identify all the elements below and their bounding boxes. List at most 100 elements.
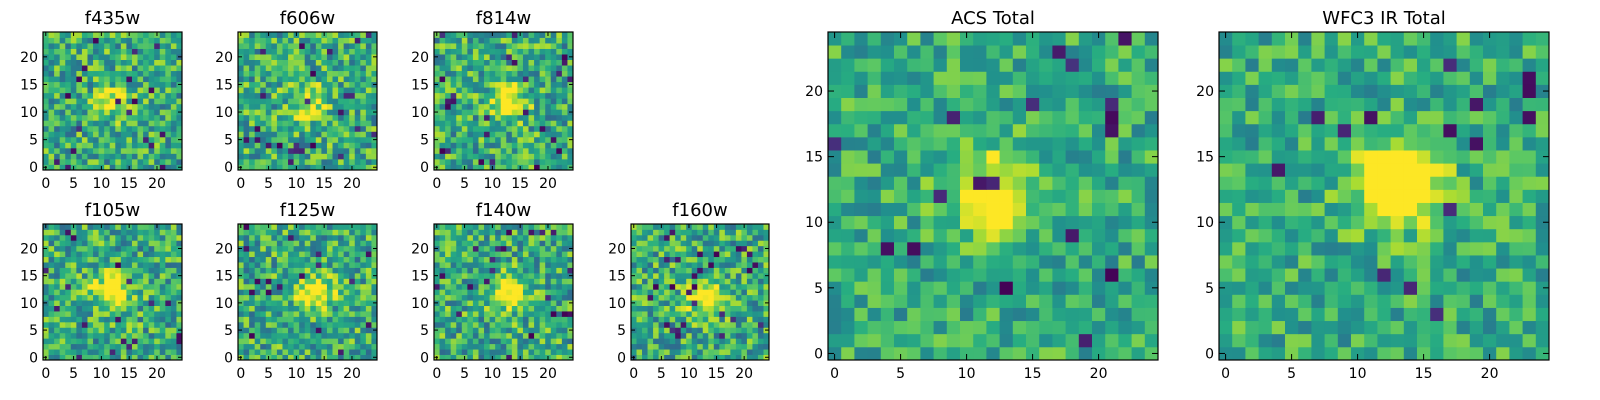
heatmap-cell xyxy=(288,256,294,263)
heatmap-cell xyxy=(170,224,177,230)
heatmap-cell xyxy=(265,142,272,149)
heatmap-cell xyxy=(456,349,463,355)
heatmap-cell xyxy=(260,136,267,143)
heatmap-cell xyxy=(1144,320,1159,335)
heatmap-cell xyxy=(550,234,557,241)
heatmap-cell xyxy=(365,349,372,355)
heatmap-cell xyxy=(304,338,311,345)
heatmap-cell xyxy=(343,343,350,350)
heatmap-cell xyxy=(371,305,378,312)
heatmap-cell xyxy=(511,321,518,328)
heatmap-cell xyxy=(109,54,116,60)
heatmap-cell xyxy=(445,272,452,279)
heatmap-cell xyxy=(299,109,306,116)
heatmap-cell xyxy=(445,59,452,66)
heatmap-cell xyxy=(98,81,105,88)
heatmap-cell xyxy=(434,48,440,55)
heatmap-cell xyxy=(960,215,974,230)
heatmap-cell xyxy=(545,65,552,72)
heatmap-cell xyxy=(276,164,283,171)
heatmap-cell xyxy=(338,109,345,116)
heatmap-cell xyxy=(472,234,479,241)
heatmap-cell xyxy=(293,131,300,138)
heatmap-cell xyxy=(315,76,322,83)
heatmap-cell xyxy=(467,224,474,230)
heatmap-cell xyxy=(467,125,474,132)
heatmap-cell xyxy=(495,327,502,334)
heatmap-cell xyxy=(349,48,356,55)
heatmap-cell xyxy=(120,164,127,171)
heatmap-cell xyxy=(445,147,452,154)
heatmap-cell xyxy=(539,87,546,94)
heatmap-cell xyxy=(642,327,648,334)
heatmap-cell xyxy=(550,120,557,127)
heatmap-cell xyxy=(276,316,283,323)
heatmap-cell xyxy=(472,354,479,361)
heatmap-cell xyxy=(561,54,568,60)
heatmap-cell xyxy=(691,321,698,328)
heatmap-cell xyxy=(87,92,94,99)
heatmap-cell xyxy=(76,109,83,116)
heatmap-cell xyxy=(98,136,105,143)
heatmap-cell xyxy=(159,224,166,230)
heatmap-cell xyxy=(76,262,83,268)
heatmap-cell xyxy=(439,125,446,132)
heatmap-cell xyxy=(288,125,294,132)
heatmap-cell xyxy=(854,307,868,322)
heatmap-cell xyxy=(495,321,502,328)
heatmap-cell xyxy=(960,150,974,164)
heatmap-cell xyxy=(154,70,161,77)
heatmap-cell xyxy=(254,136,261,143)
heatmap-cell xyxy=(528,262,535,268)
heatmap-cell xyxy=(708,300,715,306)
heatmap-cell xyxy=(98,338,105,345)
heatmap-cell xyxy=(326,43,333,49)
heatmap-cell xyxy=(828,228,842,243)
heatmap-cell xyxy=(680,278,687,285)
heatmap-cell xyxy=(719,278,726,285)
heatmap-cell xyxy=(154,103,161,110)
heatmap-cell xyxy=(238,349,244,355)
heatmap-cell xyxy=(131,256,138,263)
heatmap-cell xyxy=(143,229,150,236)
heatmap-cell xyxy=(371,349,378,355)
heatmap-cell xyxy=(1039,255,1053,269)
heatmap-cell xyxy=(746,289,753,296)
heatmap-cell xyxy=(304,300,311,306)
heatmap-cell xyxy=(310,48,317,55)
heatmap-cell xyxy=(315,48,322,55)
heatmap-cell xyxy=(293,103,300,110)
heatmap-cell xyxy=(70,289,77,296)
heatmap-cell xyxy=(506,229,513,236)
heatmap-cell xyxy=(165,153,172,160)
heatmap-cell xyxy=(467,158,474,165)
heatmap-cell xyxy=(450,142,457,149)
heatmap-cell xyxy=(371,267,378,274)
heatmap-cell xyxy=(439,272,446,279)
y-tick-label: 20 xyxy=(411,241,429,257)
heatmap-cell xyxy=(708,278,715,285)
heatmap-cell xyxy=(484,224,490,230)
heatmap-cell xyxy=(561,70,568,77)
heatmap-cell xyxy=(528,131,535,138)
heatmap-cell xyxy=(495,81,502,88)
heatmap-cell xyxy=(170,251,177,258)
heatmap-cell xyxy=(282,114,289,121)
heatmap-cell xyxy=(87,354,94,361)
heatmap-cell xyxy=(741,300,748,306)
heatmap-cell xyxy=(76,316,83,323)
heatmap-cell xyxy=(59,289,66,296)
heatmap-cell xyxy=(65,343,72,350)
heatmap-cell xyxy=(321,327,328,334)
heatmap-cell xyxy=(647,321,654,328)
heatmap-cell xyxy=(1144,189,1159,203)
heatmap-cell xyxy=(93,262,99,268)
heatmap-cell xyxy=(484,37,490,44)
heatmap-cell xyxy=(315,289,322,296)
heatmap-cell xyxy=(148,354,155,361)
heatmap-cell xyxy=(43,153,49,160)
heatmap-cell xyxy=(1092,294,1106,308)
heatmap-cell xyxy=(534,272,541,279)
heatmap-cell xyxy=(371,98,378,105)
heatmap-cell xyxy=(946,215,961,230)
